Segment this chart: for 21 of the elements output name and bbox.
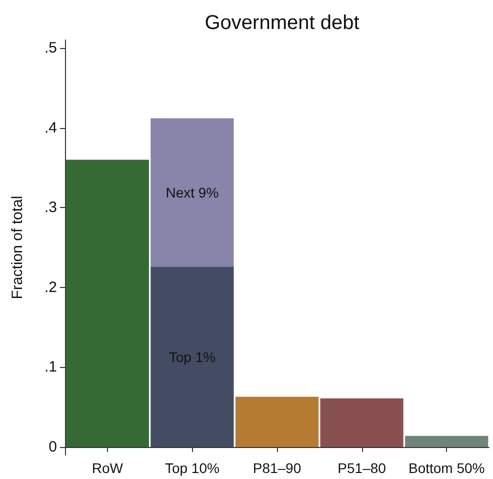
bar [66,160,149,448]
y-tick-label: 0 [48,438,57,456]
y-tick-label: .5 [44,39,57,56]
chart-title: Government debt [204,12,360,34]
series-label: Next 9% [166,184,219,200]
bar [405,436,488,448]
x-tick-label: P51–80 [338,460,386,476]
x-tick-label: Bottom 50% [408,460,485,476]
x-tick-label: RoW [92,460,124,476]
series-label: Top 1% [168,348,216,365]
y-tick-label: .3 [44,199,57,216]
bar [150,266,234,448]
bar [320,398,404,448]
x-tick-label: Top 10% [164,460,220,476]
y-axis-title: Fraction of total [9,196,26,300]
bar [150,118,234,267]
y-tick-label: .2 [44,278,57,296]
bar [235,396,319,448]
y-tick-label: .4 [44,119,57,136]
x-tick-label: P81–90 [252,460,302,476]
y-tick-label: .1 [44,358,57,376]
